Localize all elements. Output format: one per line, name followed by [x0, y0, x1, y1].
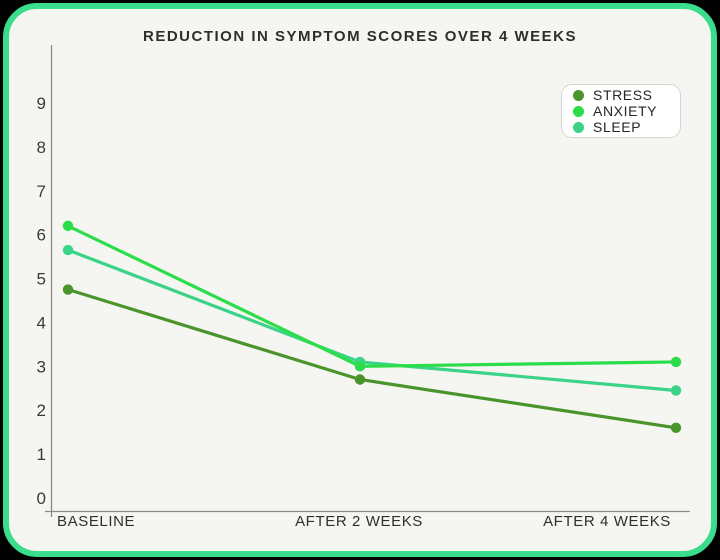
- y-tick-label: 3: [37, 357, 46, 376]
- y-tick-label: 7: [37, 182, 46, 201]
- series-line-stress: [66, 287, 678, 430]
- legend-label: SLEEP: [593, 119, 642, 135]
- y-tick-label: 1: [37, 445, 46, 464]
- x-tick-label: AFTER 2 WEEKS: [295, 513, 423, 530]
- legend-label: STRESS: [593, 87, 653, 103]
- x-tick-label: BASELINE: [57, 513, 135, 530]
- data-point-stress: [670, 422, 682, 433]
- y-tick-label: 4: [37, 313, 46, 332]
- legend-dot-icon: [573, 89, 584, 101]
- chart-legend: STRESS ANXIETY SLEEP: [561, 84, 681, 138]
- y-tick-label: 9: [37, 94, 46, 113]
- data-point-anxiety: [62, 220, 74, 232]
- data-point-sleep: [62, 244, 74, 256]
- y-tick-label: 0: [37, 489, 46, 508]
- data-point-stress: [62, 284, 74, 295]
- y-tick-label: 5: [37, 270, 46, 289]
- legend-dot-icon: [573, 121, 584, 133]
- legend-item-anxiety: ANXIETY: [573, 103, 676, 119]
- data-point-stress: [354, 374, 366, 385]
- x-tick-label: AFTER 4 WEEKS: [543, 513, 671, 530]
- data-point-anxiety: [670, 356, 682, 368]
- data-point-sleep: [670, 385, 682, 396]
- y-tick-label: 6: [37, 226, 46, 245]
- legend-item-sleep: SLEEP: [573, 119, 676, 135]
- series-line-anxiety: [66, 224, 678, 368]
- legend-item-stress: STRESS: [573, 87, 676, 103]
- data-point-anxiety: [354, 361, 366, 372]
- legend-dot-icon: [573, 105, 584, 117]
- legend-label: ANXIETY: [593, 103, 658, 119]
- chart-title: REDUCTION IN SYMPTOM SCORES OVER 4 WEEKS: [143, 28, 577, 45]
- y-tick-label: 2: [37, 401, 46, 420]
- y-tick-label: 8: [37, 138, 46, 157]
